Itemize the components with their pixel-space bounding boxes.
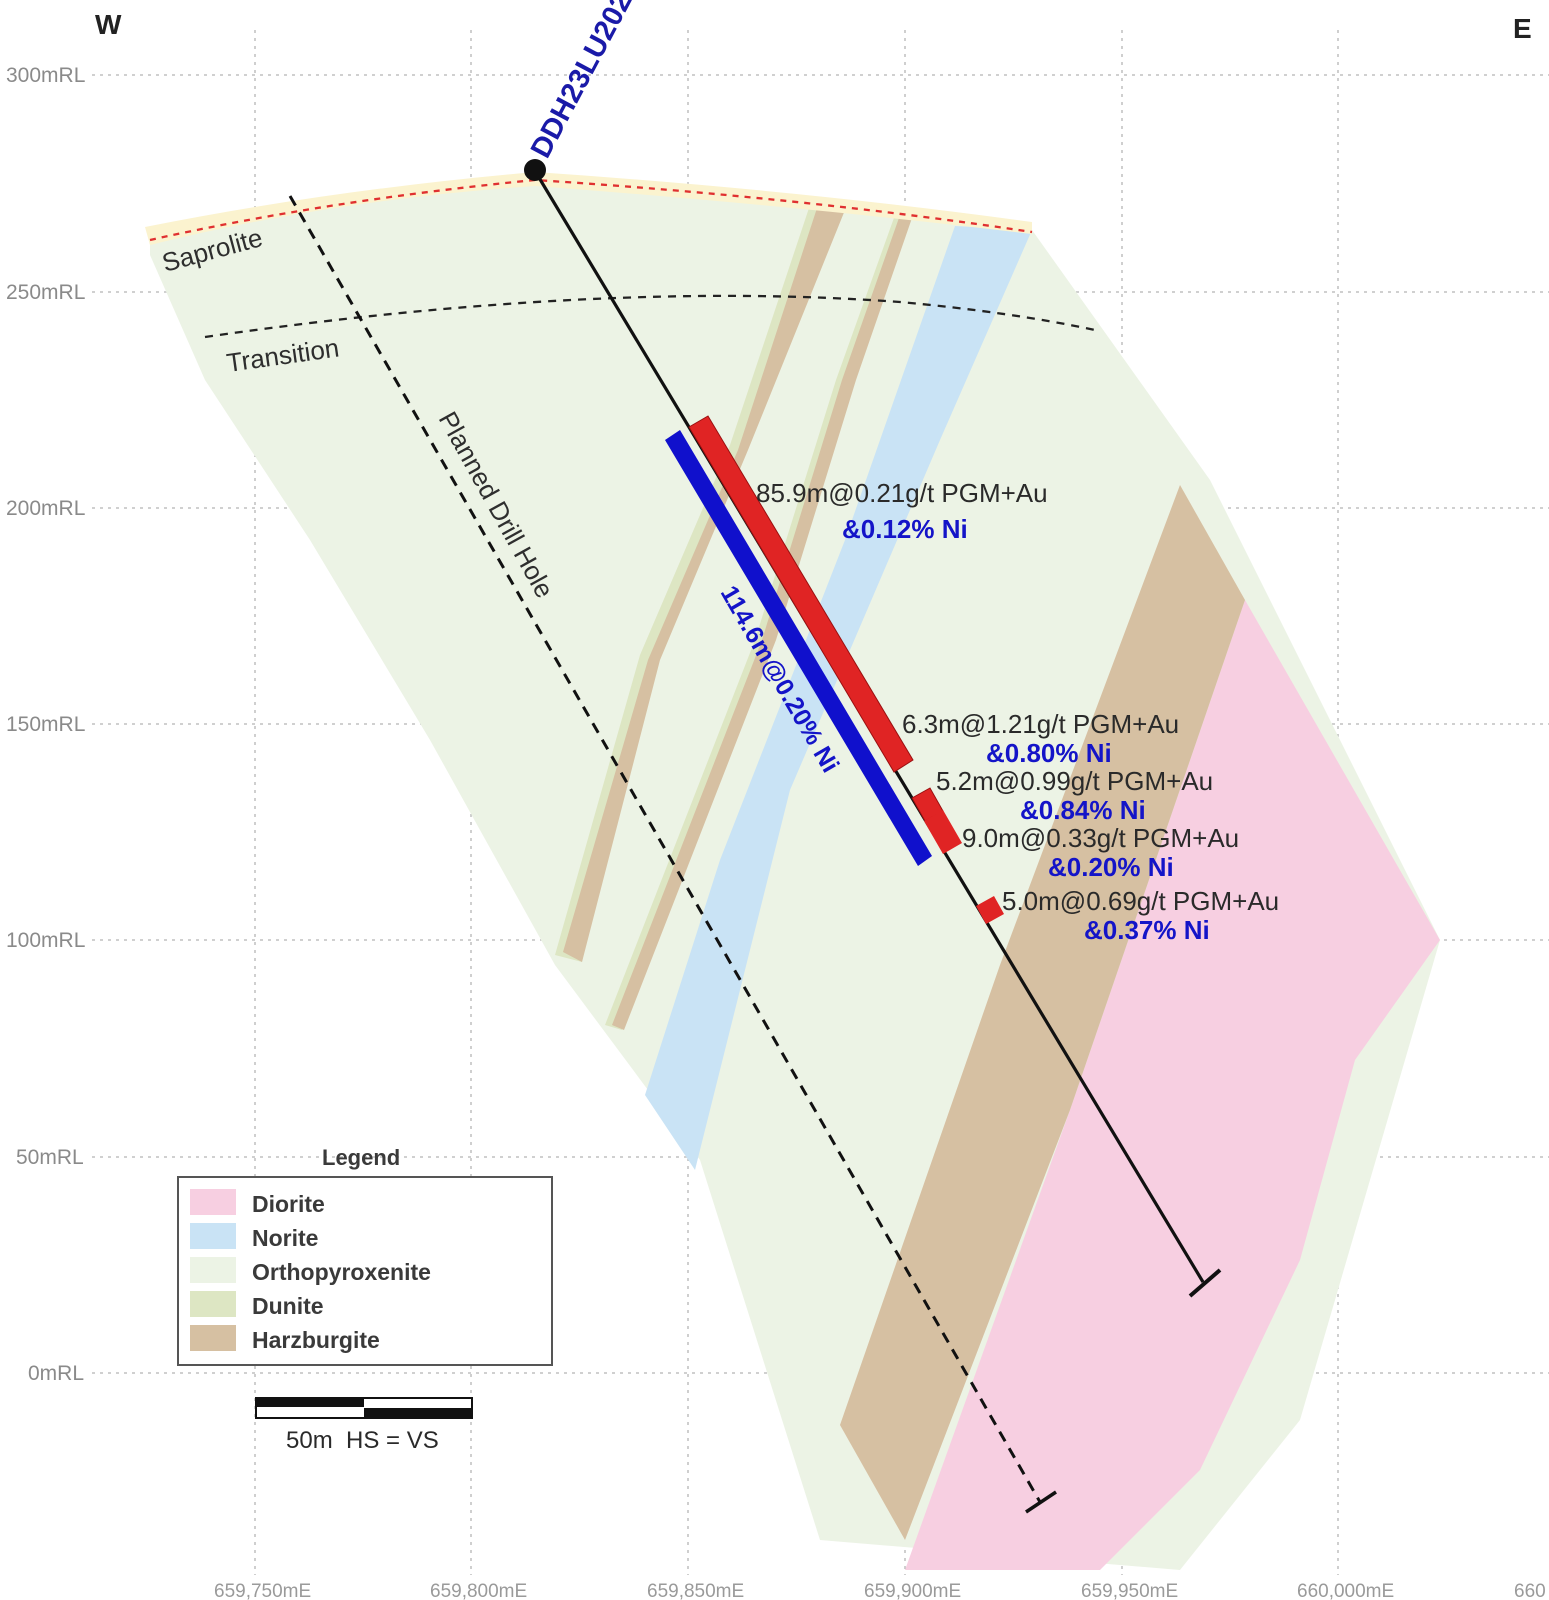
pgm-interval-bar-3: [924, 810, 962, 854]
saprolite-boundary-line: [149, 178, 1033, 242]
pgm-interval-bar-4: [976, 896, 1004, 924]
elevation-label: 50mRL: [16, 1146, 84, 1169]
diorite-unit: [905, 600, 1440, 1570]
easting-label: 659,950mE: [1081, 1581, 1178, 1600]
easting-label: 659,900mE: [864, 1581, 961, 1600]
elevation-label: 0mRL: [28, 1362, 84, 1385]
legend-label: Diorite: [252, 1191, 325, 1217]
legend-label: Orthopyroxenite: [252, 1259, 431, 1285]
intercept-ni-label: &0.12% Ni: [842, 514, 968, 544]
intercept-ni-label: &0.37% Ni: [1084, 915, 1210, 945]
intercept-pgm-label: 85.9m@0.21g/t PGM+Au: [756, 478, 1048, 508]
legend-swatch-dunite: [190, 1291, 236, 1317]
elevation-label: 200mRL: [6, 497, 85, 520]
scale-bar: 50m HS = VS: [255, 1397, 473, 1454]
elevation-label: 250mRL: [6, 281, 85, 304]
planned-drill-hole-trace: [288, 195, 1042, 1503]
east-label: E: [1513, 13, 1532, 44]
scale-bar-segment: [256, 1398, 364, 1407]
harzburgite-band-2: [612, 215, 912, 1030]
legend-label: Dunite: [252, 1293, 324, 1319]
legend-label: Norite: [252, 1225, 318, 1251]
drill-hole-end-cap: [1188, 1268, 1222, 1298]
intercept-pgm-label: 5.2m@0.99g/t PGM+Au: [936, 766, 1213, 796]
legend-swatch-diorite: [190, 1189, 236, 1215]
elevation-label: 300mRL: [6, 64, 85, 87]
drill-hole-name: DDH23LU202: [525, 0, 639, 163]
easting-label: 659,850mE: [647, 1581, 744, 1600]
elevation-label: 150mRL: [6, 713, 85, 736]
ni-interval-bar: [665, 430, 932, 866]
legend-swatch-harzburgite: [190, 1325, 236, 1351]
harzburgite-band-1: [563, 205, 845, 962]
elevation-axis: 300mRL 250mRL 200mRL 150mRL 100mRL 50mRL…: [6, 64, 85, 1385]
pgm-interval-bar-main: [688, 415, 914, 773]
drill-collar-marker: [524, 159, 546, 181]
easting-label: 659,750mE: [214, 1581, 311, 1600]
norite-unit: [645, 226, 1032, 1170]
scale-bar-label: 50m HS = VS: [286, 1427, 439, 1454]
easting-axis: 659,750mE 659,800mE 659,850mE 659,900mE …: [214, 1581, 1546, 1600]
intercept-pgm-label: 6.3m@1.21g/t PGM+Au: [902, 709, 1179, 739]
legend-label: Harzburgite: [252, 1327, 380, 1353]
intercept-pgm-label: 5.0m@0.69g/t PGM+Au: [1002, 886, 1279, 916]
legend: Legend Diorite Norite Orthopyroxenite Du…: [177, 1145, 553, 1366]
easting-label: 660,000mE: [1297, 1581, 1394, 1600]
easting-label: 659,800mE: [430, 1581, 527, 1600]
transition-boundary-line: [204, 294, 1096, 339]
scale-bar-segment: [364, 1408, 472, 1418]
legend-swatch-norite: [190, 1223, 236, 1249]
west-label: W: [95, 9, 122, 40]
intercept-ni-label: &0.84% Ni: [1020, 795, 1146, 825]
geology: [150, 172, 1440, 1570]
easting-label: 660: [1514, 1581, 1546, 1600]
intercept-pgm-label: 9.0m@0.33g/t PGM+Au: [962, 823, 1239, 853]
legend-swatch-orthopyroxenite: [190, 1257, 236, 1283]
intercept-ni-label: &0.80% Ni: [986, 738, 1112, 768]
intercept-ni-label: &0.20% Ni: [1048, 852, 1174, 882]
intercept-labels: 85.9m@0.21g/t PGM+Au &0.12% Ni 6.3m@1.21…: [756, 478, 1279, 945]
planned-hole-end-cap: [1025, 1490, 1057, 1514]
legend-title: Legend: [322, 1145, 400, 1170]
legend-box: [177, 1176, 553, 1366]
elevation-label: 100mRL: [6, 929, 85, 952]
